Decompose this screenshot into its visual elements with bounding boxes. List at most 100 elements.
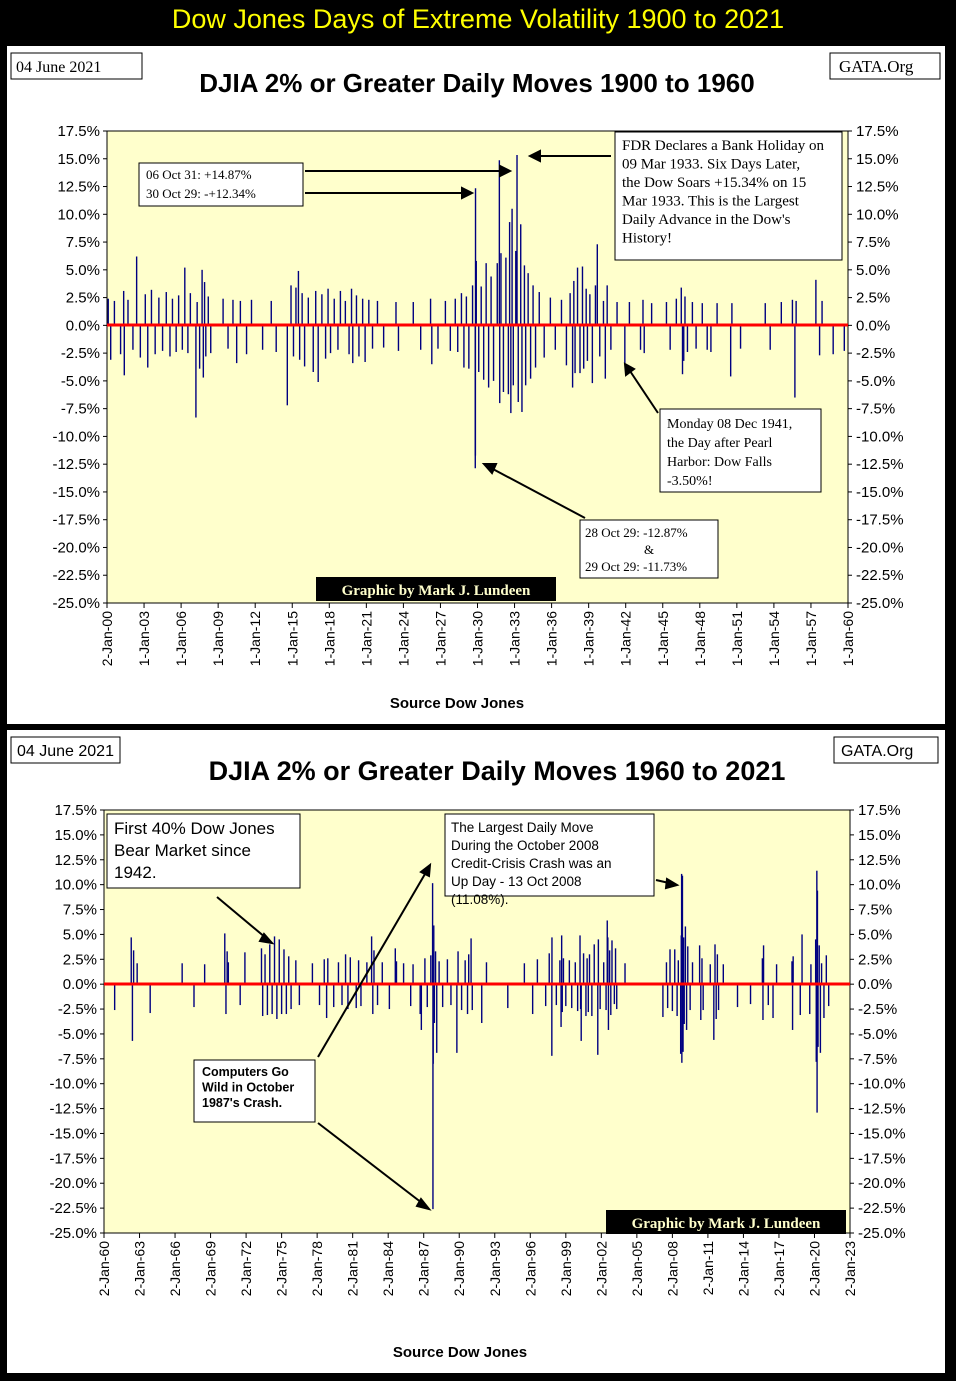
- x-tick-label: 2-Jan-81: [345, 1241, 361, 1296]
- x-tick-label: 2-Jan-02: [593, 1241, 609, 1296]
- y-tick-label-right: -7.5%: [856, 401, 895, 418]
- y-tick-label-left: -15.0%: [52, 484, 100, 501]
- x-axis-label: Source Dow Jones: [390, 695, 524, 712]
- y-tick-label-left: -10.0%: [49, 1076, 97, 1093]
- y-tick-label-left: -7.5%: [58, 1051, 97, 1068]
- x-tick-label: 2-Jan-75: [274, 1241, 290, 1296]
- x-tick-label: 1-Jan-57: [803, 611, 819, 666]
- y-tick-label-right: -10.0%: [856, 428, 904, 445]
- chart-title: DJIA 2% or Greater Daily Moves 1900 to 1…: [199, 68, 754, 98]
- x-tick-label: 1-Jan-15: [284, 611, 300, 666]
- y-tick-label-right: -25.0%: [858, 1225, 906, 1242]
- y-tick-label-left: 10.0%: [54, 877, 97, 894]
- x-tick-label: 2-Jan-99: [558, 1241, 574, 1296]
- x-tick-label: 2-Jan-23: [842, 1241, 858, 1296]
- annotation-1987-text: Computers Go Wild in October 1987's Crash.: [202, 1065, 294, 1110]
- annotation-pearl-harbor: Monday 08 Dec 1941, the Day after Pearl Ha…: [659, 408, 822, 493]
- y-tick-label-right: -15.0%: [858, 1125, 906, 1142]
- annotation-oct29-text: 30 Oct 29: -+12.34%: [146, 186, 256, 201]
- x-tick-label: 2-Jan-17: [771, 1241, 787, 1296]
- arrow-oct31: [305, 164, 513, 178]
- arrow-oct28: [481, 463, 586, 519]
- x-tick-label: 1-Jan-33: [507, 611, 523, 666]
- bar-series: [107, 154, 845, 469]
- x-tick-label: 1-Jan-09: [210, 611, 226, 666]
- chart-top: 04 June 2021 GATA.Org DJIA 2% or Greater…: [10, 52, 941, 712]
- x-tick-label: 2-Jan-11: [700, 1241, 716, 1295]
- arrow-oct29-up: [305, 186, 475, 200]
- y-tick-label-right: -5.0%: [858, 1026, 897, 1043]
- x-tick-label: 1-Jan-24: [395, 611, 411, 666]
- annotation-bear-market: First 40% Dow Jones Bear Market since 1942…: [106, 813, 301, 889]
- chart-bottom: 04 June 2021 GATA.Org DJIA 2% or Greater…: [10, 736, 939, 1361]
- y-tick-label-right: -2.5%: [858, 1001, 897, 1018]
- y-tick-label-left: -2.5%: [58, 1001, 97, 1018]
- y-tick-label-right: -25.0%: [856, 595, 904, 612]
- y-tick-label-right: -22.5%: [856, 567, 904, 584]
- y-tick-label-right: -5.0%: [856, 373, 895, 390]
- x-tick-label: 2-Jan-00: [99, 611, 115, 666]
- y-tick-label-left: 7.5%: [63, 902, 97, 919]
- source-label: GATA.Org: [839, 57, 914, 76]
- y-tick-label-left: 0.0%: [63, 976, 97, 993]
- x-tick-label: 2-Jan-78: [309, 1241, 325, 1296]
- y-tick-label-right: -17.5%: [856, 512, 904, 529]
- y-tick-label-left: 5.0%: [66, 262, 100, 279]
- x-tick-label: 1-Jan-36: [544, 611, 560, 666]
- x-tick-label: 2-Jan-05: [629, 1241, 645, 1296]
- chart-panel-1900-1960: 04 June 2021 GATA.Org DJIA 2% or Greater…: [6, 45, 946, 725]
- y-tick-label-left: 12.5%: [57, 179, 100, 196]
- annotation-2008-text: The Largest Daily Move During the October…: [451, 820, 612, 907]
- x-axis-label: Source Dow Jones: [393, 1344, 527, 1361]
- y-tick-label-left: -12.5%: [52, 456, 100, 473]
- y-tick-label-right: 5.0%: [856, 262, 890, 279]
- x-tick-label: 2-Jan-93: [487, 1241, 503, 1296]
- x-axis: 2-Jan-60 2-Jan-63 2-Jan-66 2-Jan-69 2-Jan-72…: [96, 1233, 858, 1296]
- x-tick-label: 2-Jan-90: [451, 1241, 467, 1296]
- annotation-2008: The Largest Daily Move During the October…: [444, 813, 655, 907]
- y-tick-label-right: -7.5%: [858, 1051, 897, 1068]
- y-tick-label-right: -20.0%: [858, 1175, 906, 1192]
- y-axis-left: 17.5% 15.0% 12.5% 10.0% 7.5% 5.0% 2.5% 0.0% -2.5…: [52, 123, 107, 612]
- annotation-oct29-down-text: 29 Oct 29: -11.73%: [585, 559, 687, 574]
- y-tick-label-right: 17.5%: [858, 802, 901, 819]
- x-tick-label: 1-Jan-51: [729, 611, 745, 666]
- y-tick-label-left: 17.5%: [57, 123, 100, 140]
- arrow-2008: [655, 877, 680, 890]
- y-tick-label-left: 10.0%: [57, 206, 100, 223]
- date-label: 04 June 2021: [16, 59, 101, 76]
- x-tick-label: 2-Jan-08: [664, 1241, 680, 1296]
- y-tick-label-left: -22.5%: [52, 567, 100, 584]
- credit-text: Graphic by Mark J. Lundeen: [342, 583, 531, 599]
- x-tick-label: 2-Jan-96: [522, 1241, 538, 1296]
- y-tick-label-left: -5.0%: [61, 373, 100, 390]
- y-tick-label-left: 7.5%: [66, 234, 100, 251]
- y-tick-label-left: -12.5%: [49, 1101, 97, 1118]
- arrow-fdr: [527, 149, 611, 163]
- annotation-fdr: FDR Declares a Bank Holiday on 09 Mar 193…: [614, 131, 843, 261]
- y-tick-label-left: -17.5%: [52, 512, 100, 529]
- credit-box: [606, 1210, 846, 1234]
- y-tick-label-right: 0.0%: [858, 976, 892, 993]
- source-label-box: [829, 52, 941, 80]
- x-tick-label: 1-Jan-48: [692, 611, 708, 666]
- page-title: Dow Jones Days of Extreme Volatility 190…: [171, 4, 785, 34]
- y-tick-label-left: 5.0%: [63, 926, 97, 943]
- y-tick-label-left: -25.0%: [52, 595, 100, 612]
- y-axis-right: 17.5% 15.0% 12.5% 10.0% 7.5% 5.0% 2.5% 0.0% -2.5…: [848, 123, 904, 612]
- y-tick-label-left: 0.0%: [66, 317, 100, 334]
- y-tick-label-left: -22.5%: [49, 1200, 97, 1217]
- y-tick-label-right: 15.0%: [858, 827, 901, 844]
- y-tick-label-right: 12.5%: [858, 852, 901, 869]
- y-tick-label-left: -17.5%: [49, 1150, 97, 1167]
- y-axis-left: 17.5% 15.0% 12.5% 10.0% 7.5% 5.0% 2.5% 0.0% -2.5…: [49, 802, 104, 1242]
- annotation-oct28-text: 28 Oct 29: -12.87%: [585, 525, 688, 540]
- y-tick-label-left: -25.0%: [49, 1225, 97, 1242]
- annotation-oct31-text: 06 Oct 31: +14.87%: [146, 167, 252, 182]
- y-tick-label-left: 2.5%: [63, 951, 97, 968]
- y-tick-label-left: 12.5%: [54, 852, 97, 869]
- x-tick-label: 1-Jan-42: [618, 611, 634, 666]
- x-tick-label: 2-Jan-87: [416, 1241, 432, 1296]
- y-tick-label-right: 10.0%: [856, 206, 899, 223]
- x-tick-label: 2-Jan-72: [238, 1241, 254, 1296]
